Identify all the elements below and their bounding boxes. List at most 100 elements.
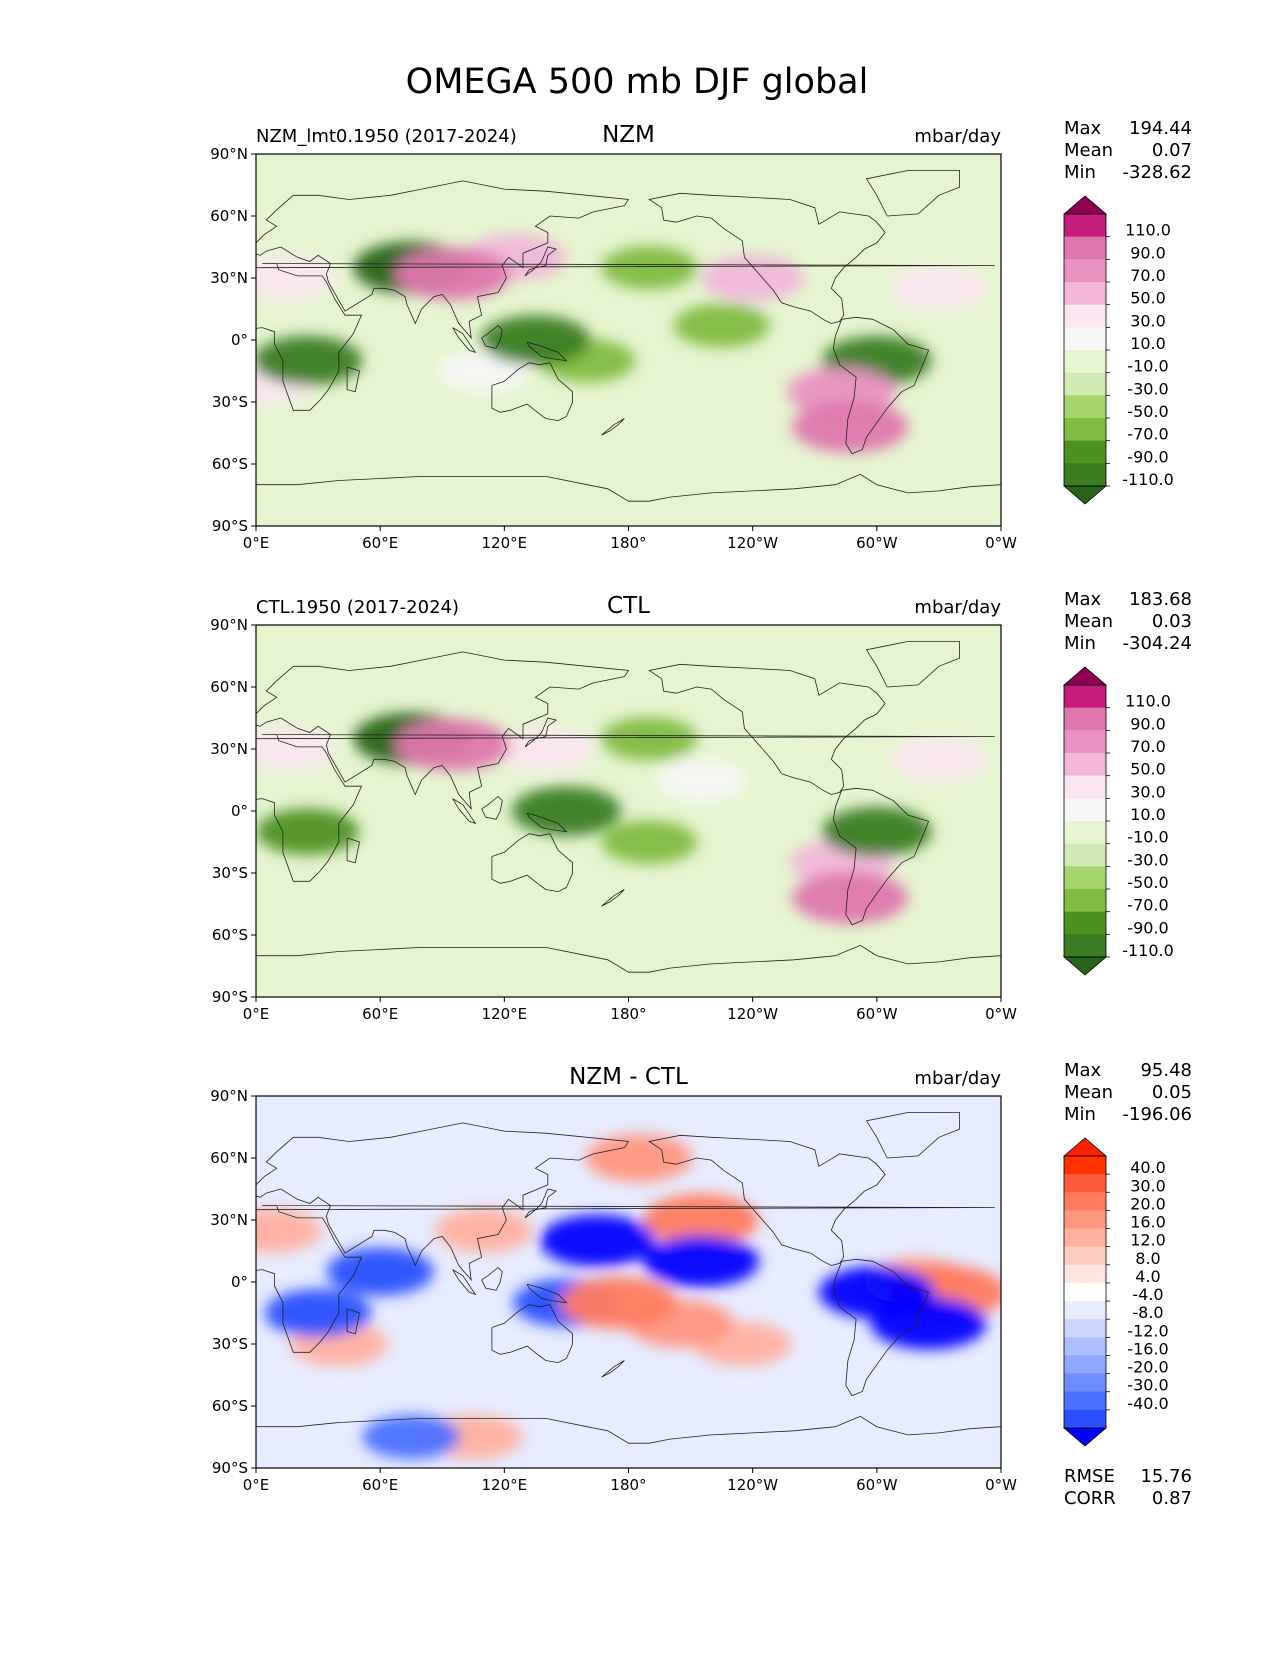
- colorbar-segment: [1064, 911, 1106, 935]
- x-tick-label: 60°W: [856, 1005, 898, 1023]
- coastline: [648, 192, 886, 324]
- field-feature: [264, 1288, 372, 1338]
- field-layer: [256, 712, 988, 924]
- x-tick-label: 120°W: [727, 1476, 778, 1494]
- y-tick-label: 0°: [231, 1273, 248, 1291]
- field-feature: [480, 315, 591, 365]
- y-tick-label: 30°N: [210, 1211, 248, 1229]
- colorbar-segment: [1064, 236, 1106, 260]
- x-tick-label: 60°E: [362, 1476, 398, 1494]
- coastline: [256, 263, 995, 411]
- colorbar-extend-max: [1062, 666, 1108, 686]
- colorbar-label: 4.0: [1135, 1267, 1160, 1286]
- stat-value: -304.24: [1123, 633, 1192, 654]
- colorbar-segment: [1064, 463, 1106, 487]
- coastline: [481, 1266, 503, 1291]
- metrics-block: RMSE 15.76 CORR 0.87: [1064, 1466, 1192, 1509]
- stat-value: 0.03: [1152, 611, 1192, 632]
- field-feature: [326, 1247, 434, 1296]
- coastline: [491, 833, 574, 893]
- y-tick-label: 0°: [231, 331, 248, 349]
- colorbar-segment: [1064, 1391, 1106, 1411]
- y-tick-label: 60°S: [212, 926, 248, 944]
- y-tick-label: 30°S: [212, 393, 248, 411]
- field-feature: [438, 350, 529, 392]
- colorbar-label: 70.0: [1130, 737, 1166, 756]
- x-tick-label: 120°E: [482, 1476, 528, 1494]
- y-tick-label: 30°S: [212, 1335, 248, 1353]
- stat-value: 194.44: [1129, 118, 1192, 139]
- stat-value: -196.06: [1123, 1104, 1192, 1125]
- coastline: [346, 837, 360, 864]
- coastline: [524, 1188, 558, 1219]
- y-tick-label: 90°S: [212, 1459, 248, 1477]
- x-tick-label: 120°E: [482, 534, 528, 552]
- colorbar-label: -12.0: [1127, 1321, 1168, 1340]
- field-feature: [256, 1208, 322, 1253]
- y-tick-label: 30°S: [212, 864, 248, 882]
- coastline: [865, 641, 960, 688]
- metric-value: 15.76: [1140, 1466, 1192, 1487]
- y-tick-label: 60°S: [212, 1397, 248, 1415]
- x-tick-label: 120°W: [727, 534, 778, 552]
- colorbar-segment: [1064, 707, 1106, 731]
- colorbar-label: -30.0: [1127, 1376, 1168, 1395]
- coastline: [256, 944, 1001, 973]
- coastline: [526, 812, 568, 833]
- colorbar-segment: [1064, 1373, 1106, 1393]
- stat-label: Mean: [1064, 1082, 1113, 1103]
- colorbar: 110.0 90.0 70.0 50.0 30.0 10.0 -10.0 -30.0 -50.0…: [1062, 666, 1174, 976]
- colorbar-label: 110.0: [1125, 221, 1171, 240]
- x-tick-label: 0°E: [243, 1476, 270, 1494]
- colorbar-segment: [1064, 327, 1106, 351]
- field-feature: [539, 1214, 656, 1267]
- stat-label: Max: [1064, 118, 1102, 139]
- colorbar-label: -40.0: [1127, 1394, 1168, 1413]
- panel-units: mbar/day: [914, 597, 1001, 618]
- coastline: [648, 1134, 886, 1266]
- coastline: [452, 327, 477, 354]
- panel-3: 0°E 60°E 120°E 180° 120°W 60°W 0°W 90°N 60°N 30°N…: [210, 1060, 1192, 1509]
- colorbar-label: -110.0: [1122, 470, 1174, 489]
- y-tick-label: 90°S: [212, 517, 248, 535]
- coastline: [256, 1205, 995, 1353]
- y-tick-label: 90°N: [210, 145, 248, 163]
- field-layer: [256, 234, 988, 453]
- x-tick-label: 60°W: [856, 1476, 898, 1494]
- colorbar-label: -8.0: [1132, 1303, 1163, 1322]
- colorbar-segment: [1064, 395, 1106, 419]
- colorbar-label: -20.0: [1127, 1358, 1168, 1377]
- stat-value: 0.07: [1152, 140, 1192, 161]
- field-feature: [673, 303, 770, 348]
- colorbar-outline: [1063, 1155, 1107, 1429]
- colorbar-segment: [1064, 1355, 1106, 1375]
- y-tick-label: 90°N: [210, 616, 248, 634]
- panel-title: CTL: [607, 593, 650, 619]
- coastline: [481, 795, 503, 820]
- colorbar-label: -50.0: [1127, 873, 1168, 892]
- colorbar-segment: [1064, 1156, 1106, 1175]
- coastline: [601, 1360, 625, 1378]
- x-tick-label: 0°W: [985, 534, 1017, 552]
- coastline: [452, 798, 477, 825]
- panel-units: mbar/day: [914, 126, 1001, 147]
- y-tick-label: 0°: [231, 802, 248, 820]
- colorbar-label: 110.0: [1125, 692, 1171, 711]
- colorbar-segment: [1064, 730, 1106, 754]
- coastline: [452, 1269, 477, 1296]
- panel-subtitle: NZM_lmt0.1950 (2017-2024): [256, 126, 517, 147]
- panels-container: 0°E 60°E 120°E 180° 120°W 60°W 0°W 90°N 60°N 30°N…: [210, 118, 1192, 1509]
- colorbar-label: -50.0: [1127, 402, 1168, 421]
- coastline: [524, 717, 558, 748]
- colorbar-label: 90.0: [1130, 714, 1166, 733]
- colorbar-segment: [1064, 798, 1106, 822]
- coastline: [491, 362, 574, 422]
- colorbar-segment: [1064, 440, 1106, 464]
- colorbar-label: 40.0: [1130, 1158, 1166, 1177]
- coastlines: [256, 641, 1001, 973]
- colorbar-segment: [1064, 775, 1106, 799]
- field-feature: [890, 266, 988, 311]
- colorbar-segment: [1064, 866, 1106, 890]
- field-feature: [642, 1235, 759, 1288]
- colorbar-segment: [1064, 1246, 1106, 1266]
